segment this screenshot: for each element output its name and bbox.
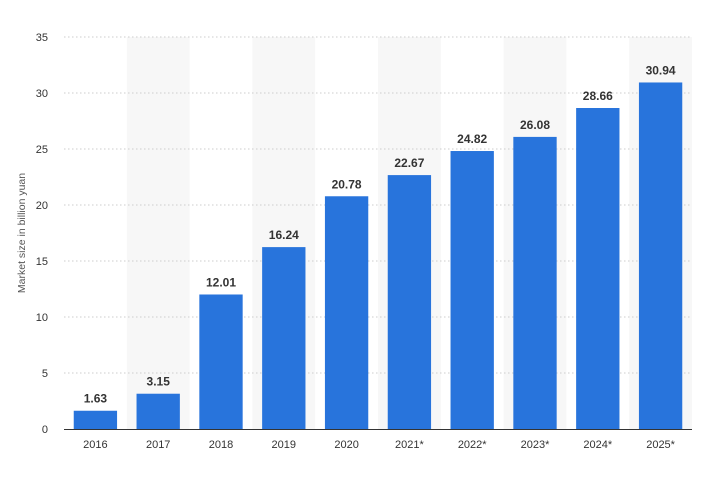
x-tick-label: 2022* [458,439,487,451]
bar-2022-est[interactable] [450,151,494,430]
value-labels: 1.63 3.15 12.01 16.24 20.78 22.67 24.82 26.08 28… [84,63,676,405]
y-tick-label: 10 [36,312,48,324]
bars [73,82,683,430]
bar-2021-est[interactable] [387,175,432,429]
value-label: 24.82 [457,132,487,146]
bar-2024-est[interactable] [576,108,620,430]
y-tick-label: 30 [36,88,48,100]
x-tick-label: 2019 [272,439,296,451]
y-tick-label: 5 [42,368,48,380]
value-label: 26.08 [520,118,550,132]
value-label: 16.24 [269,228,299,242]
background-band [126,37,190,429]
bar-2018[interactable] [199,294,243,429]
value-label: 22.67 [394,156,424,170]
x-axis-ticks: 2016 2017 2018 2019 2020 2021* 2022* 2023* 2024*… [83,439,676,451]
y-tick-label: 0 [42,424,48,436]
bar-2017[interactable] [136,393,180,429]
y-tick-label: 25 [36,144,48,156]
gridlines [64,36,692,430]
value-label: 3.15 [147,375,171,389]
y-tick-label: 15 [36,256,48,268]
bar-2020[interactable] [324,196,369,429]
value-label: 12.01 [206,275,236,289]
x-tick-label: 2017 [146,439,170,451]
x-tick-label: 2018 [209,439,233,451]
bar-2016[interactable] [73,410,118,429]
bar-2019[interactable] [262,247,306,429]
x-tick-label: 2020 [334,439,358,451]
y-axis-ticks: 0 5 10 15 20 25 30 35 [36,32,48,436]
value-label: 30.94 [646,63,676,77]
y-tick-label: 35 [36,32,48,44]
y-axis-title: Market size in billion yuan [16,173,28,293]
x-tick-label: 2024* [583,439,612,451]
x-tick-label: 2025* [646,439,675,451]
x-tick-label: 2016 [83,439,107,451]
value-label: 28.66 [583,89,613,103]
x-tick-label: 2021* [395,439,424,451]
value-label: 1.63 [84,392,108,406]
bar-2023-est[interactable] [513,136,557,430]
y-tick-label: 20 [36,200,48,212]
value-label: 20.78 [332,177,362,191]
bar-2025-est[interactable] [638,82,683,430]
x-tick-label: 2023* [521,439,550,451]
